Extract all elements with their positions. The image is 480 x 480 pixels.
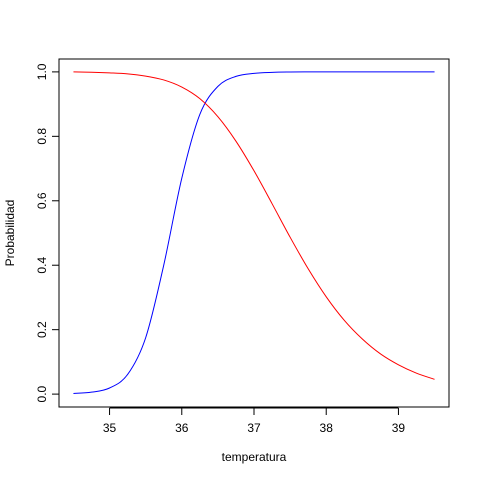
x-axis-title: temperatura [222, 450, 287, 464]
y-tick-label: 0.2 [35, 321, 49, 338]
y-tick-label: 0.4 [35, 257, 49, 274]
series-layer [73, 71, 435, 394]
x-tick-label: 38 [320, 421, 334, 435]
plot-frame [58, 58, 450, 408]
x-tick-label: 35 [103, 421, 117, 435]
x-axis: 35 36 37 38 39 [103, 407, 406, 435]
series-line-2 [73, 71, 435, 380]
series-line-1 [73, 71, 435, 394]
y-axis-title: Probabilidad [3, 200, 17, 267]
y-tick-label: 0.6 [35, 192, 49, 209]
x-tick-label: 36 [175, 421, 189, 435]
y-axis: 0.0 0.2 0.4 0.6 0.8 1.0 [35, 63, 60, 402]
x-tick-label: 39 [392, 421, 406, 435]
y-tick-label: 0.8 [35, 128, 49, 145]
y-tick-label: 1.0 [35, 63, 49, 80]
x-tick-label: 37 [247, 421, 261, 435]
y-tick-label: 0.0 [35, 385, 49, 402]
